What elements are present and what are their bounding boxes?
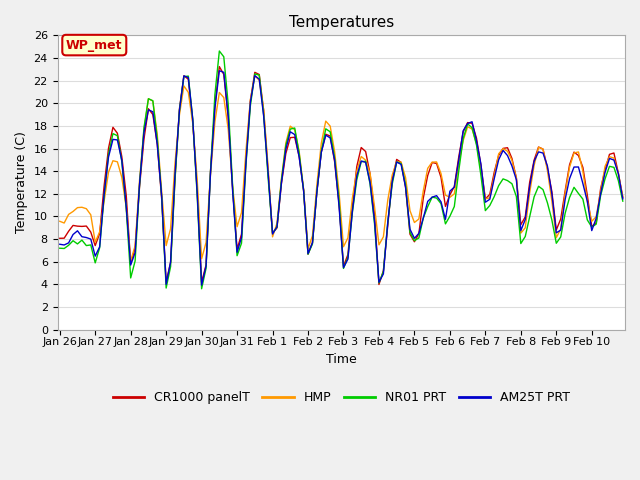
Legend: CR1000 panelT, HMP, NR01 PRT, AM25T PRT: CR1000 panelT, HMP, NR01 PRT, AM25T PRT [108,386,575,409]
Y-axis label: Temperature (C): Temperature (C) [15,132,28,233]
Text: WP_met: WP_met [66,38,122,51]
Title: Temperatures: Temperatures [289,15,394,30]
X-axis label: Time: Time [326,353,356,366]
